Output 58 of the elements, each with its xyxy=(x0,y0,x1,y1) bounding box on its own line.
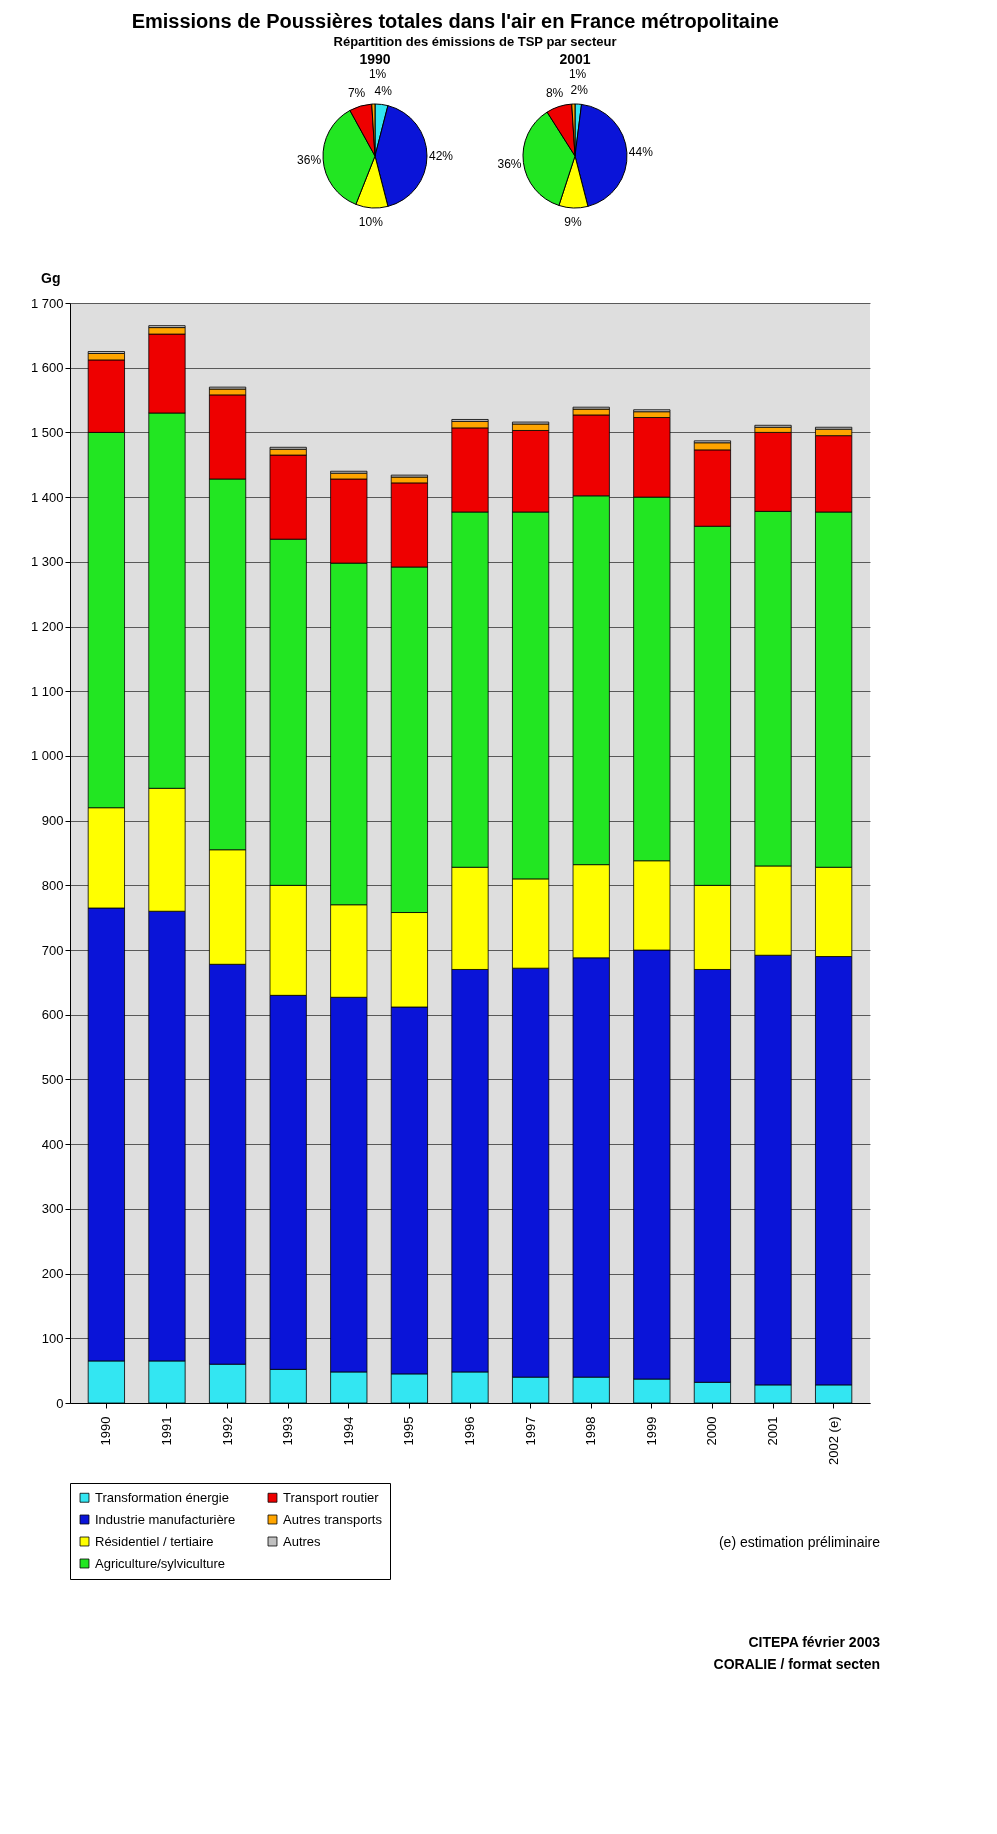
chart-title: 1990 xyxy=(359,51,391,67)
chart-title: Emissions de Poussières totales dans l'air en France métropolitaine xyxy=(131,10,779,32)
y-tick-label: 300 xyxy=(41,1201,64,1217)
data-label: 36% xyxy=(497,157,522,172)
data-label: 10% xyxy=(358,214,384,229)
x-tick-label: 2002 (e) xyxy=(825,1416,841,1465)
y-tick-label: 200 xyxy=(41,1266,64,1282)
x-tick-label: 2001 xyxy=(765,1416,781,1446)
text: (e) estimation préliminaire xyxy=(718,1534,881,1550)
legend-label: Transformation énergie xyxy=(95,1489,229,1505)
y-tick-label: 1 700 xyxy=(30,295,64,311)
y-tick-label: 700 xyxy=(41,942,64,958)
y-tick-label: 1 100 xyxy=(30,683,64,699)
data-label: 1% xyxy=(368,67,387,82)
x-tick-label: 2000 xyxy=(704,1416,720,1446)
x-tick-label: 1999 xyxy=(643,1416,659,1446)
x-tick-label: 1996 xyxy=(462,1416,477,1446)
legend-label: Autres xyxy=(283,1533,322,1549)
y-tick-label: 1 300 xyxy=(30,554,64,570)
y-tick-label: 1 400 xyxy=(30,489,64,505)
data-label: 7% xyxy=(347,85,366,100)
y-axis-title: Gg xyxy=(41,269,61,286)
x-tick-label: 1993 xyxy=(280,1416,296,1446)
data-label: 8% xyxy=(545,86,564,101)
text: Répartition des émissions de TSP par secteur xyxy=(333,34,617,49)
x-tick-label: 1998 xyxy=(583,1416,599,1446)
y-tick-label: 1 500 xyxy=(30,424,64,440)
text: CORALIE / format secten xyxy=(713,1656,880,1672)
data-label: 42% xyxy=(428,149,454,163)
data-label: 36% xyxy=(297,153,322,168)
x-tick-label: 1991 xyxy=(158,1416,174,1446)
y-tick-label: 900 xyxy=(41,813,64,829)
y-tick-label: 800 xyxy=(41,877,64,893)
y-tick-label: 1 200 xyxy=(30,619,64,635)
x-tick-label: 1994 xyxy=(340,1416,356,1446)
y-tick-label: 600 xyxy=(41,1007,64,1023)
x-tick-label: 1990 xyxy=(98,1416,114,1446)
x-tick-label: 1997 xyxy=(522,1416,538,1446)
data-label: 4% xyxy=(374,83,393,98)
data-label: 2% xyxy=(570,83,589,98)
legend-label: Résidentiel / tertiaire xyxy=(95,1533,214,1549)
text: CITEPA février 2003 xyxy=(748,1634,881,1650)
x-tick-label: 1995 xyxy=(401,1416,417,1446)
legend-label: Transport routier xyxy=(283,1489,380,1505)
y-tick-label: 1 000 xyxy=(30,748,64,764)
data-label: 44% xyxy=(628,144,654,159)
y-tick-label: 1 600 xyxy=(30,360,64,376)
y-tick-label: 500 xyxy=(41,1071,64,1087)
data-label: 9% xyxy=(564,214,582,229)
legend-label: Industrie manufacturière xyxy=(95,1511,236,1527)
y-tick-label: 400 xyxy=(41,1136,64,1152)
x-tick-label: 1992 xyxy=(219,1416,235,1446)
y-tick-label: 100 xyxy=(41,1330,64,1346)
legend-label: Autres transports xyxy=(283,1511,383,1527)
data-label: 1% xyxy=(568,67,587,82)
legend-label: Agriculture/sylviculture xyxy=(95,1555,226,1571)
chart-title: 2001 xyxy=(559,51,591,67)
y-tick-label: 0 xyxy=(56,1395,64,1411)
